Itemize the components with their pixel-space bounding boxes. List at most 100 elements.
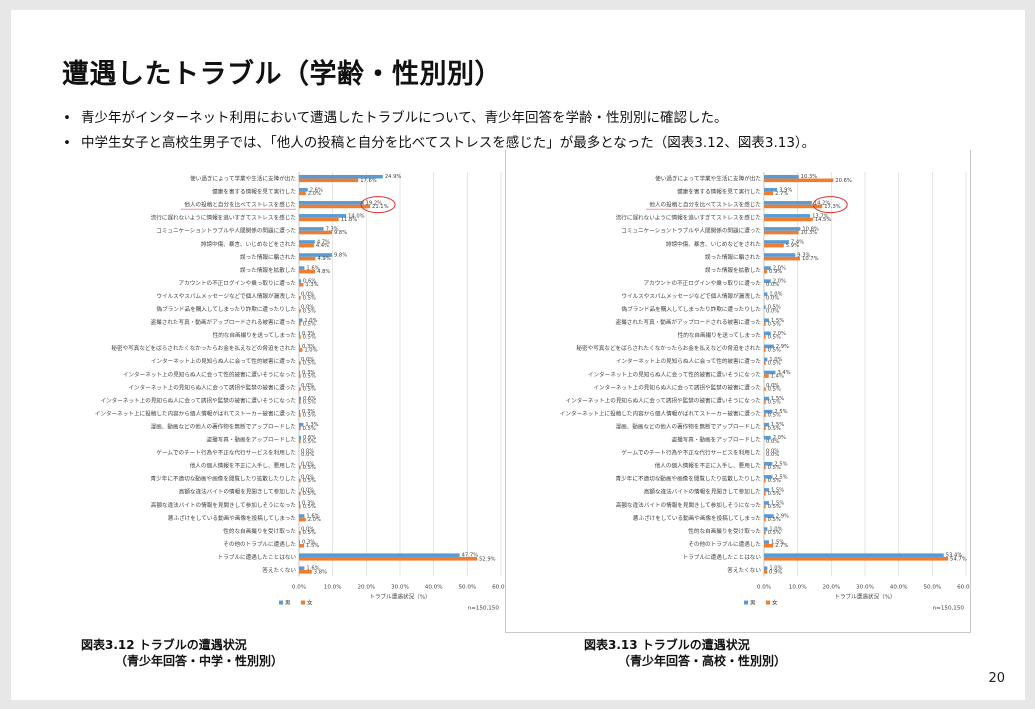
bar-male (299, 240, 315, 244)
category-label: インターネット上の見知らぬ人に会って性的被害に遭いそうになった (588, 370, 762, 378)
data-label: 2.7% (775, 191, 788, 197)
category-label: インターネット上の見知らぬ人に会って性的被害に遭いそうになった (123, 370, 297, 378)
category-label: 流行に遅れないように情報を追いすぎてストレスを感じた (616, 214, 762, 222)
data-label: 14.0% (348, 213, 365, 219)
chart-junior-high: 0.0% 10.0% 20.0% 30.0% 40.0% 50.0% 60.0% トラブル遭遇… (41, 150, 505, 632)
bar-female (764, 400, 766, 404)
data-label: 21.1% (372, 204, 389, 210)
data-label: 0.5% (768, 334, 781, 340)
data-label: 0.0% (301, 448, 314, 454)
data-label: 0.5% (768, 413, 781, 419)
bar-male (764, 540, 770, 544)
bar-male (764, 253, 796, 257)
x-tick-label: 0.0% (757, 585, 771, 591)
data-label: 1.6% (306, 266, 319, 272)
data-label: 3.8% (314, 569, 327, 575)
data-label: 1.0% (769, 566, 782, 572)
bar-male (299, 501, 301, 505)
bar-female (764, 530, 766, 535)
bar-female (299, 439, 301, 444)
legend-label: 男 (750, 600, 756, 607)
data-label: 0.5% (768, 517, 781, 523)
category-label: 性的な自画撮りを送ってしまった (213, 331, 297, 339)
data-label: 0.5% (768, 491, 781, 497)
category-label: 高額な違法バイトの情報を見聞きして参加しそうになった (616, 501, 762, 509)
data-label: 0.5% (768, 504, 781, 510)
bar-female (299, 230, 332, 235)
data-label: 1.0% (304, 318, 317, 324)
data-label: 0.0% (766, 308, 779, 314)
x-tick-label: 30.0% (856, 585, 874, 591)
bar-female (299, 400, 301, 404)
category-label: 秘密や写真などをばらされたくなかったらお金を払えなどの脅迫をされた (111, 344, 296, 352)
category-label: 使い過ぎによって学業や生活に支障が出た (655, 175, 761, 183)
bar-female (299, 465, 301, 470)
data-label: 0.5% (303, 387, 316, 393)
bar-male (764, 475, 773, 479)
x-tick-label: 10.0% (789, 585, 807, 591)
data-label: 0.5% (303, 439, 316, 445)
x-tick-label: 30.0% (391, 585, 409, 591)
figure-caption-3-13: 図表3.13 トラブルの遭遇状況 （青少年回答・高校・性別別） (584, 637, 786, 669)
data-label: 0.0% (301, 292, 314, 298)
data-label: 1.5% (306, 543, 319, 549)
bar-female (299, 217, 339, 222)
category-label: 他人の投稿と自分を比べてストレスを感じた (649, 201, 761, 209)
data-label: 1.5% (771, 318, 784, 324)
bar-female (299, 309, 301, 313)
data-label: 0.5% (303, 361, 316, 367)
data-label: 10.7% (802, 256, 819, 262)
data-label: 2.6% (310, 187, 323, 193)
data-label: 9.3% (797, 253, 810, 259)
bar-female (299, 556, 478, 561)
data-label: 0.3% (302, 500, 315, 506)
data-label: 0.5% (768, 347, 781, 353)
data-label: 0.5% (768, 400, 781, 406)
data-label: 2.0% (773, 266, 786, 272)
caption-line1: 図表3.12 トラブルの遭遇状況 (81, 638, 247, 652)
category-label: ウイルスやスパムメッセージなどで個人情報が漏洩した (156, 292, 296, 300)
data-label: 1.3% (305, 282, 318, 288)
data-label: 7.4% (791, 239, 804, 245)
category-label: 青少年に不適切な動画や画像を閲覧したり拡散したりした (151, 475, 297, 483)
data-label: 17.3% (824, 204, 841, 210)
bar-male (764, 514, 774, 518)
category-label: 誹謗中傷、暴言、いじめなどをされた (201, 240, 297, 248)
category-label: 悪ふざけをしている動画や画像を投稿してしまった (168, 514, 297, 522)
bar-female (299, 374, 301, 378)
bar-female (299, 322, 301, 326)
legend-swatch (744, 600, 748, 605)
bar-female (299, 413, 301, 418)
category-label: 誤った情報を拡散した (240, 266, 296, 274)
data-label: 2.0% (773, 435, 786, 441)
data-label: 1.0% (304, 347, 317, 353)
bar-male (299, 187, 308, 192)
bar-female (299, 543, 305, 548)
bar-male (764, 488, 770, 492)
bar-female (299, 478, 301, 483)
category-label: 他人の個人情報を不正に入手し、悪用した (655, 462, 762, 470)
category-label: インターネット上の見知らぬ人に会って性的被害に遭った (151, 357, 297, 365)
bullet-item: • 青少年がインターネット利用において遭遇したトラブルについて、青少年回答を学齢・… (63, 106, 728, 126)
legend-label: 男 (285, 600, 291, 607)
bar-female (764, 256, 801, 261)
data-label: 24.9% (385, 174, 402, 180)
page-title: 遭遇したトラブル（学齢・性別別） (62, 59, 502, 90)
data-label: 2.0% (308, 517, 321, 523)
bar-female (764, 387, 766, 391)
data-label: 14.5% (815, 217, 832, 223)
bar-female (764, 335, 766, 339)
x-tick-label: 50.0% (923, 585, 941, 591)
data-label: 0.5% (303, 413, 316, 419)
bar-female (764, 504, 766, 509)
data-label: 0.5% (303, 491, 316, 497)
category-label: 高額な違法バイトの情報を見聞きして参加した (179, 488, 297, 496)
chart-senior-high: 0.0% 10.0% 20.0% 30.0% 40.0% 50.0% 60.0% トラブル遭遇… (505, 150, 971, 633)
bar-female (764, 374, 769, 378)
bar-female (299, 191, 306, 196)
bar-male (764, 292, 768, 296)
data-label: 0.9% (769, 569, 782, 575)
category-label: 性的な自画撮りを受け取った (223, 527, 296, 535)
data-label: 1.5% (771, 422, 784, 428)
data-label: 0.5% (768, 361, 781, 367)
